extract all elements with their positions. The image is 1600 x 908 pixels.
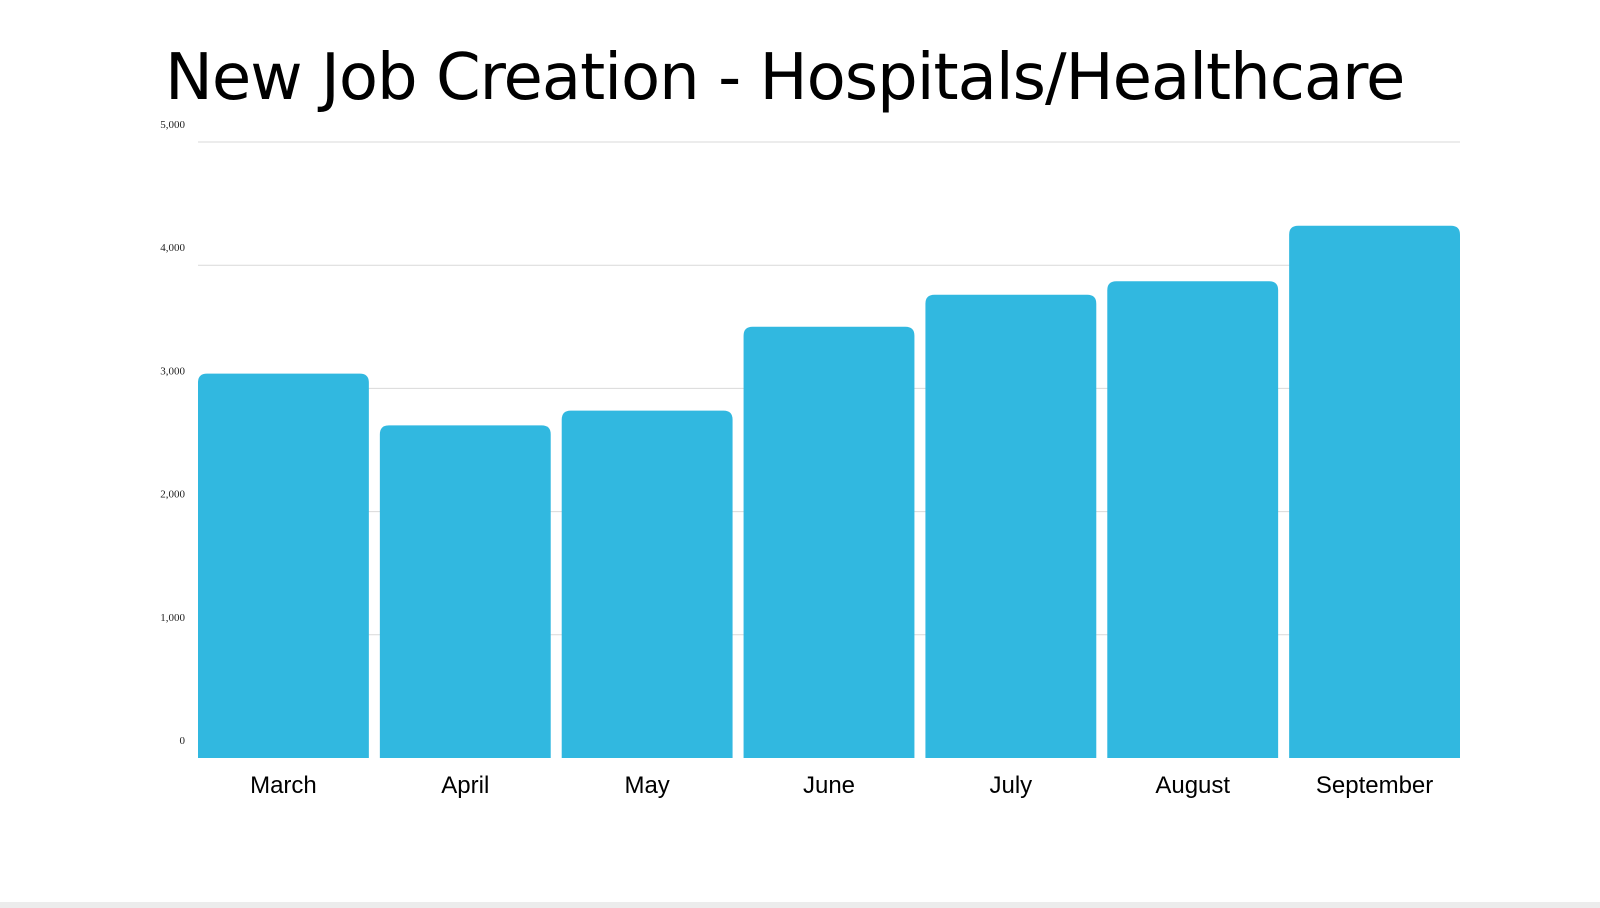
bar-september [1289, 225, 1460, 758]
y-tick-label: 4,000 [160, 242, 185, 254]
bar-july [925, 294, 1097, 758]
x-tick-label-august: August [1155, 772, 1230, 799]
bar-april [379, 425, 551, 758]
bar-march [198, 373, 369, 758]
y-tick-label: 5,000 [160, 119, 185, 131]
x-tick-label-july: July [990, 772, 1033, 799]
y-tick-label: 0 [180, 735, 186, 747]
y-tick-label: 1,000 [160, 612, 185, 624]
bar-may [561, 410, 733, 758]
chart-title: New Job Creation - Hospitals/Healthcare [165, 41, 1405, 115]
x-axis-ticks: March April May June July August September [250, 772, 1433, 799]
y-tick-label: 2,000 [160, 489, 185, 501]
x-tick-label-march: March [250, 772, 317, 799]
bar-august [1107, 281, 1279, 758]
x-tick-label-april: April [441, 772, 489, 799]
bar-june [743, 326, 915, 758]
y-axis-ticks: 0 1,000 2,000 3,000 4,000 5,000 [160, 119, 185, 747]
bottom-divider [0, 902, 1600, 908]
y-tick-label: 3,000 [160, 365, 185, 377]
x-tick-label-september: September [1316, 772, 1433, 799]
x-tick-label-may: May [624, 772, 669, 799]
x-tick-label-june: June [803, 772, 855, 799]
bars [198, 225, 1460, 758]
